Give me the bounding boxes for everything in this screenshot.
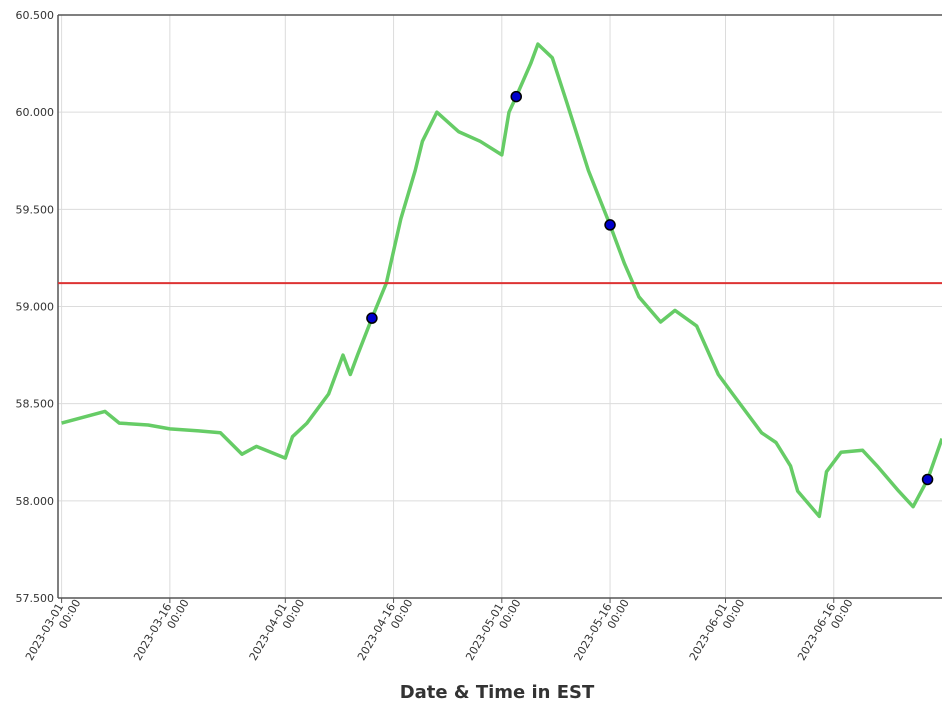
- x-tick-label: 2023-06-0100:00: [687, 591, 747, 670]
- y-tick-label: 59.500: [16, 203, 55, 216]
- x-axis-title: Date & Time in EST: [400, 682, 595, 702]
- y-tick-label: 58.500: [16, 398, 55, 411]
- data-line: [61, 42, 942, 519]
- y-tick-label: 57.500: [16, 592, 55, 605]
- y-tick-label: 59.000: [16, 301, 55, 314]
- marker: [604, 219, 616, 231]
- x-tick-label: 2023-06-1600:00: [795, 591, 855, 670]
- y-tick-label: 58.000: [16, 495, 55, 508]
- x-tick-label: 2023-05-1600:00: [571, 591, 631, 670]
- x-tick-label: 2023-03-1600:00: [131, 591, 191, 670]
- y-tick-label: 60.500: [16, 9, 55, 22]
- x-tick-label: 2023-04-1600:00: [355, 591, 415, 670]
- marker: [366, 312, 378, 324]
- x-tick-label: 2023-05-0100:00: [463, 591, 523, 670]
- marker: [510, 90, 522, 103]
- y-tick-label: 60.000: [16, 106, 55, 119]
- marker: [921, 473, 934, 486]
- x-tick-label: 2023-04-0100:00: [247, 591, 307, 670]
